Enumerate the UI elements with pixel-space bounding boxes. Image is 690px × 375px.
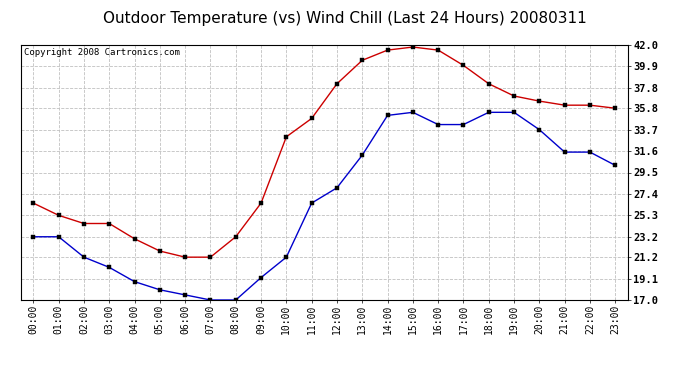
Text: Outdoor Temperature (vs) Wind Chill (Last 24 Hours) 20080311: Outdoor Temperature (vs) Wind Chill (Las… [103,11,587,26]
Text: Copyright 2008 Cartronics.com: Copyright 2008 Cartronics.com [23,48,179,57]
